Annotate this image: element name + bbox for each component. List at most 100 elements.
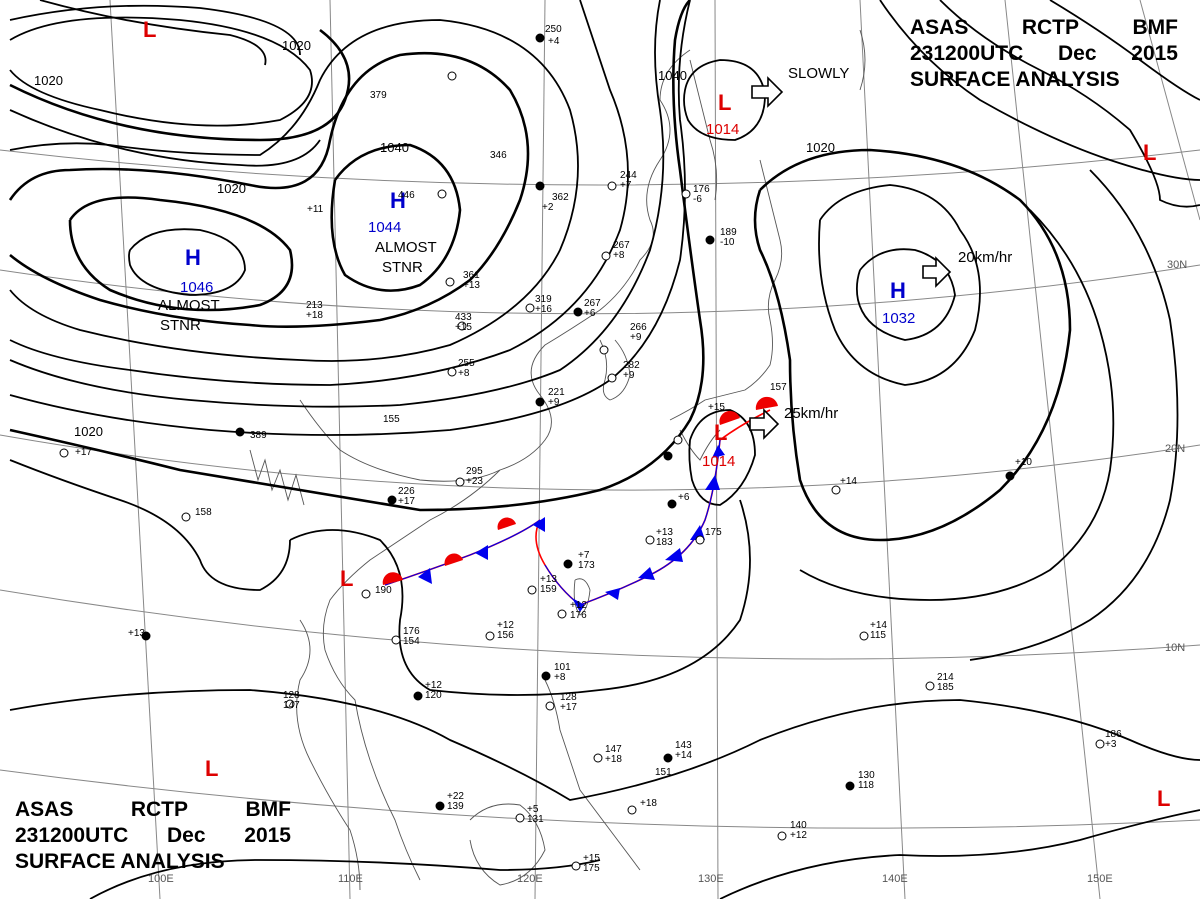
footer-line-1: ASAS RCTP BMF — [15, 797, 291, 823]
station-observation-label: 190 — [375, 585, 392, 596]
station-circle — [141, 631, 151, 641]
station-circle — [535, 181, 545, 191]
station-observation-label: 173 — [578, 560, 595, 571]
station-observation-label: +17 — [560, 702, 577, 713]
station-circle — [1095, 739, 1105, 749]
low-pressure-value: 1014 — [706, 121, 739, 138]
station-observation-label: +12 — [497, 620, 514, 631]
station-circle — [673, 435, 683, 445]
station-observation-label: +14 — [675, 750, 692, 761]
cold-front-barb-9 — [705, 475, 720, 490]
station-observation-label: 120 — [425, 690, 442, 701]
isobar-ne-3 — [1049, 0, 1200, 101]
meridian-120e — [534, 0, 546, 899]
header-line-2: 231200UTC Dec 2015 — [910, 41, 1178, 67]
longitude-label: 140E — [882, 873, 908, 885]
station-observation-label: 176 — [403, 626, 420, 637]
station-observation-label: +2 — [542, 202, 554, 213]
station-observation-label: 158 — [195, 507, 212, 518]
isobar-label: 1020 — [806, 140, 835, 155]
station-circle — [663, 753, 673, 763]
footer-title: SURFACE ANALYSIS — [15, 850, 225, 873]
station-observation-label: +18 — [605, 754, 622, 765]
station-observation-label: +3 — [1105, 739, 1117, 750]
isobar-high-1044 — [330, 143, 462, 292]
station-circle — [681, 189, 691, 199]
station-observation-label: 379 — [370, 90, 387, 101]
longitude-label: 120E — [517, 873, 543, 885]
low-center-symbol: L — [1157, 786, 1170, 811]
isobar-ne-1 — [879, 0, 1200, 181]
station-observation-label: +12 — [570, 600, 587, 611]
high-pressure-value: 1032 — [882, 310, 915, 327]
station-circle — [435, 801, 445, 811]
station-observation-label: 221 — [548, 387, 565, 398]
motion-label: 20km/hr — [958, 249, 1012, 266]
station-circle — [831, 485, 841, 495]
footer-center-code: ASAS — [15, 798, 74, 821]
longitude-label: 100E — [148, 873, 174, 885]
station-circle — [695, 535, 705, 545]
low-center-symbol: L — [1143, 140, 1156, 165]
coast-asia-mainland — [299, 49, 691, 482]
isobar-south-3 — [719, 809, 1200, 899]
station-circle — [845, 781, 855, 791]
station-observation-label: 226 — [398, 486, 415, 497]
station-circle — [667, 499, 677, 509]
station-observation-label: 319 — [535, 294, 552, 305]
station-observation-label: 346 — [490, 150, 507, 161]
station-circle — [445, 277, 455, 287]
footer-station-code: RCTP — [130, 798, 189, 821]
isobar-1016 — [9, 459, 291, 591]
station-circle — [859, 631, 869, 641]
coast-mountains — [249, 449, 305, 506]
station-observation-label: 267 — [613, 240, 630, 251]
station-circle — [541, 671, 551, 681]
station-observation-label: 175 — [705, 527, 722, 538]
isobar-ne-2 — [939, 0, 1200, 208]
isobar-east-1024 — [818, 184, 981, 386]
header-office-code: BMF — [1132, 16, 1179, 39]
station-observation-label: +13 — [656, 527, 673, 538]
station-circle — [535, 397, 545, 407]
station-circle — [607, 181, 617, 191]
station-observation-label: 156 — [497, 630, 514, 641]
station-observation-label: +14 — [840, 476, 857, 487]
station-observation-label: +9 — [630, 332, 642, 343]
station-observation-label: 362 — [552, 192, 569, 203]
station-observation-label: +12 — [425, 680, 442, 691]
isobar-siberia-3 — [39, 0, 267, 66]
low-center-symbol: L — [718, 90, 731, 115]
footer-month: Dec — [166, 824, 206, 847]
low-center-symbol: L — [205, 756, 218, 781]
station-observation-label: +9 — [623, 370, 635, 381]
station-circle — [387, 495, 397, 505]
isobar-south-2 — [89, 859, 601, 899]
high-center-symbol: H — [185, 245, 201, 270]
station-observation-label: +8 — [458, 368, 470, 379]
header-line-3: SURFACE ANALYSIS — [910, 67, 1178, 93]
latitude-label: 10N — [1165, 642, 1185, 654]
station-observation-label: +8 — [613, 250, 625, 261]
station-circle — [361, 589, 371, 599]
latitude-label: 20N — [1165, 443, 1185, 455]
station-circle — [599, 345, 609, 355]
station-observation-label: 183 — [656, 537, 673, 548]
parallel-10n — [0, 589, 1200, 660]
station-observation-label: 155 — [383, 414, 400, 425]
station-observation-label: 185 — [937, 682, 954, 693]
station-circle — [181, 512, 191, 522]
station-observation-label: +15 — [455, 322, 472, 333]
station-observation-label: 176 — [693, 184, 710, 195]
station-circle — [527, 585, 537, 595]
footer-time: 231200UTC — [15, 824, 129, 847]
meridian-140e — [859, 0, 906, 899]
motion-label: STNR — [382, 259, 423, 276]
isobar-1020-north — [9, 28, 351, 142]
header-year: 2015 — [1131, 42, 1178, 65]
station-circle — [925, 681, 935, 691]
coastlines — [249, 29, 866, 891]
station-circle — [525, 303, 535, 313]
station-observation-label: 118 — [858, 780, 874, 791]
